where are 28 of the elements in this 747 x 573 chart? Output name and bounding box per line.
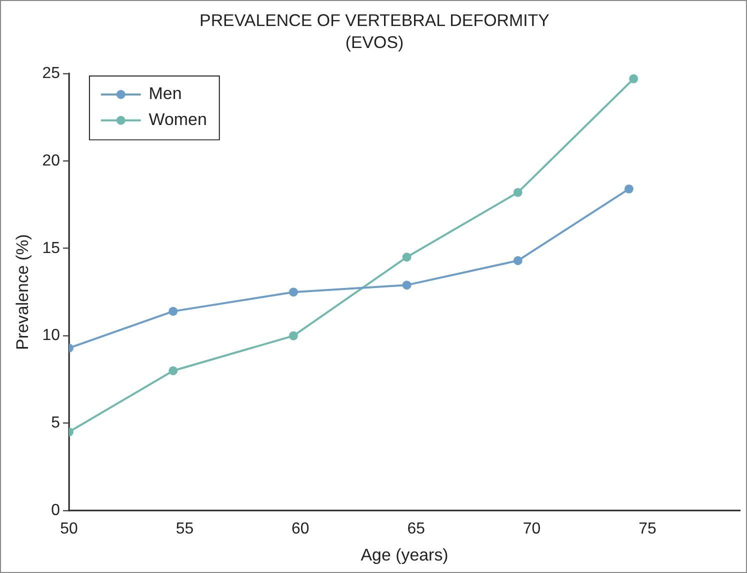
chart-title: PREVALENCE OF VERTEBRAL DEFORMITY [200,10,550,30]
y-tick-label: 10 [42,327,60,344]
x-tick-label: 55 [176,520,194,538]
y-tick-label: 25 [42,64,60,82]
x-tick-label: 70 [522,520,541,538]
point [624,184,634,194]
legend-label: Men [148,84,182,104]
x-tick-label: 60 [292,520,310,538]
point [168,366,178,376]
x-tick-label: 65 [407,520,426,538]
y-tick-label: 15 [42,240,60,257]
y-axis-title: Prevalence (%) [12,234,32,350]
chart-subtitle: (EVOS) [345,33,404,52]
point [288,331,298,340]
point [513,256,522,266]
x-tick-label: 50 [60,520,78,538]
y-tick-label: 20 [42,152,60,170]
legend-label: Women [148,110,207,130]
point [168,306,178,316]
point [402,252,412,262]
y-tick-label: 0 [51,502,60,520]
x-tick-label: 75 [638,520,656,538]
y-tick-label: 5 [51,414,60,432]
point [288,288,298,297]
point [402,280,412,290]
point [513,188,522,197]
x-axis-title: Age (years) [360,546,448,565]
point [629,74,638,84]
